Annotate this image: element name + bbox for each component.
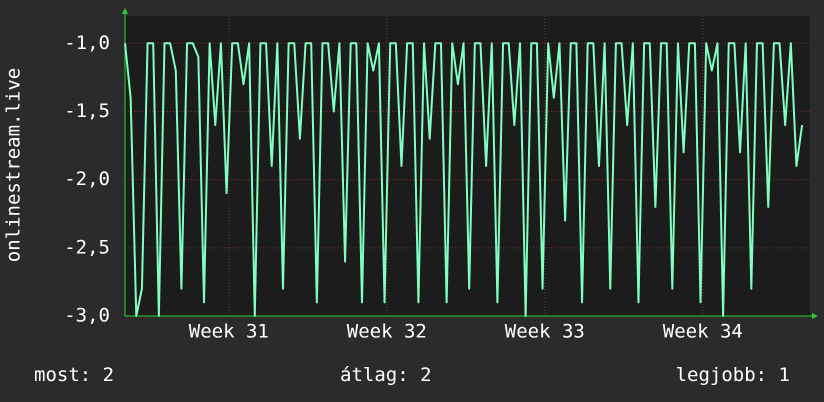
stat-label: legjobb:	[676, 364, 768, 386]
y-tick-label: -3,0	[64, 305, 110, 327]
y-tick-label: -2,5	[64, 236, 110, 258]
x-tick-label: Week 33	[505, 321, 585, 343]
x-tick-label: Week 32	[347, 321, 427, 343]
stat: átlag: 2	[340, 364, 432, 386]
stat-label: átlag:	[340, 364, 409, 386]
y-tick-label: -1,5	[64, 100, 110, 122]
stat: most: 2	[34, 364, 114, 386]
y-axis-label: onlinestream.live	[3, 68, 25, 262]
stat-value: 2	[420, 364, 431, 386]
stat-label: most:	[34, 364, 91, 386]
x-tick-label: Week 31	[189, 321, 269, 343]
x-axis-arrow	[812, 313, 818, 319]
y-tick-label: -2,0	[64, 168, 110, 190]
data-line	[124, 42, 804, 317]
stat-value: 1	[779, 364, 790, 386]
stat-value: 2	[103, 364, 114, 386]
stat: legjobb: 1	[676, 364, 790, 386]
y-axis-arrow	[122, 8, 128, 14]
x-tick-label: Week 34	[663, 321, 743, 343]
y-tick-label: -1,0	[64, 32, 110, 54]
